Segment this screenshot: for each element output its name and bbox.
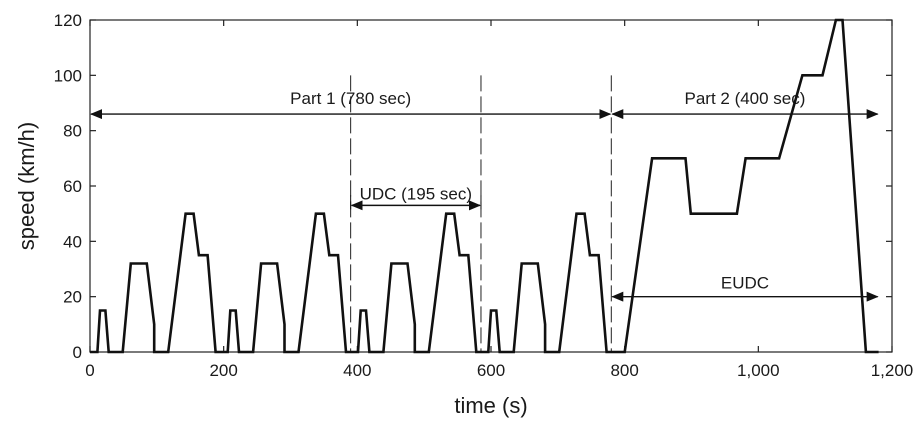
y-axis-ticks: 0 20 40 60 80 100 120: [54, 11, 892, 362]
y-tick-label: 120: [54, 11, 82, 30]
x-axis-ticks: 0 200 400 600 800 1,000 1,200: [85, 20, 913, 380]
x-tick-label: 400: [343, 361, 371, 380]
x-tick-label: 1,000: [737, 361, 780, 380]
x-tick-label: 800: [610, 361, 638, 380]
x-axis-title: time (s): [454, 393, 527, 418]
eudc-label: EUDC: [721, 274, 769, 293]
y-tick-label: 80: [63, 122, 82, 141]
x-tick-label: 1,200: [871, 361, 914, 380]
y-tick-label: 60: [63, 177, 82, 196]
x-tick-label: 0: [85, 361, 94, 380]
x-tick-label: 200: [209, 361, 237, 380]
x-tick-label: 600: [477, 361, 505, 380]
y-tick-label: 40: [63, 232, 82, 251]
series-layer: [90, 18, 879, 354]
y-axis-title: speed (km/h): [14, 122, 39, 250]
part1-label: Part 1 (780 sec): [290, 89, 411, 108]
y-tick-label: 20: [63, 288, 82, 307]
part2-label: Part 2 (400 sec): [684, 89, 805, 108]
y-tick-label: 0: [73, 343, 82, 362]
udc-label: UDC (195 sec): [360, 184, 472, 203]
speed-series-line: [90, 18, 879, 354]
chart-annotations: Part 1 (780 sec) Part 2 (400 sec) UDC (195…: [90, 75, 879, 352]
y-tick-label: 100: [54, 66, 82, 85]
